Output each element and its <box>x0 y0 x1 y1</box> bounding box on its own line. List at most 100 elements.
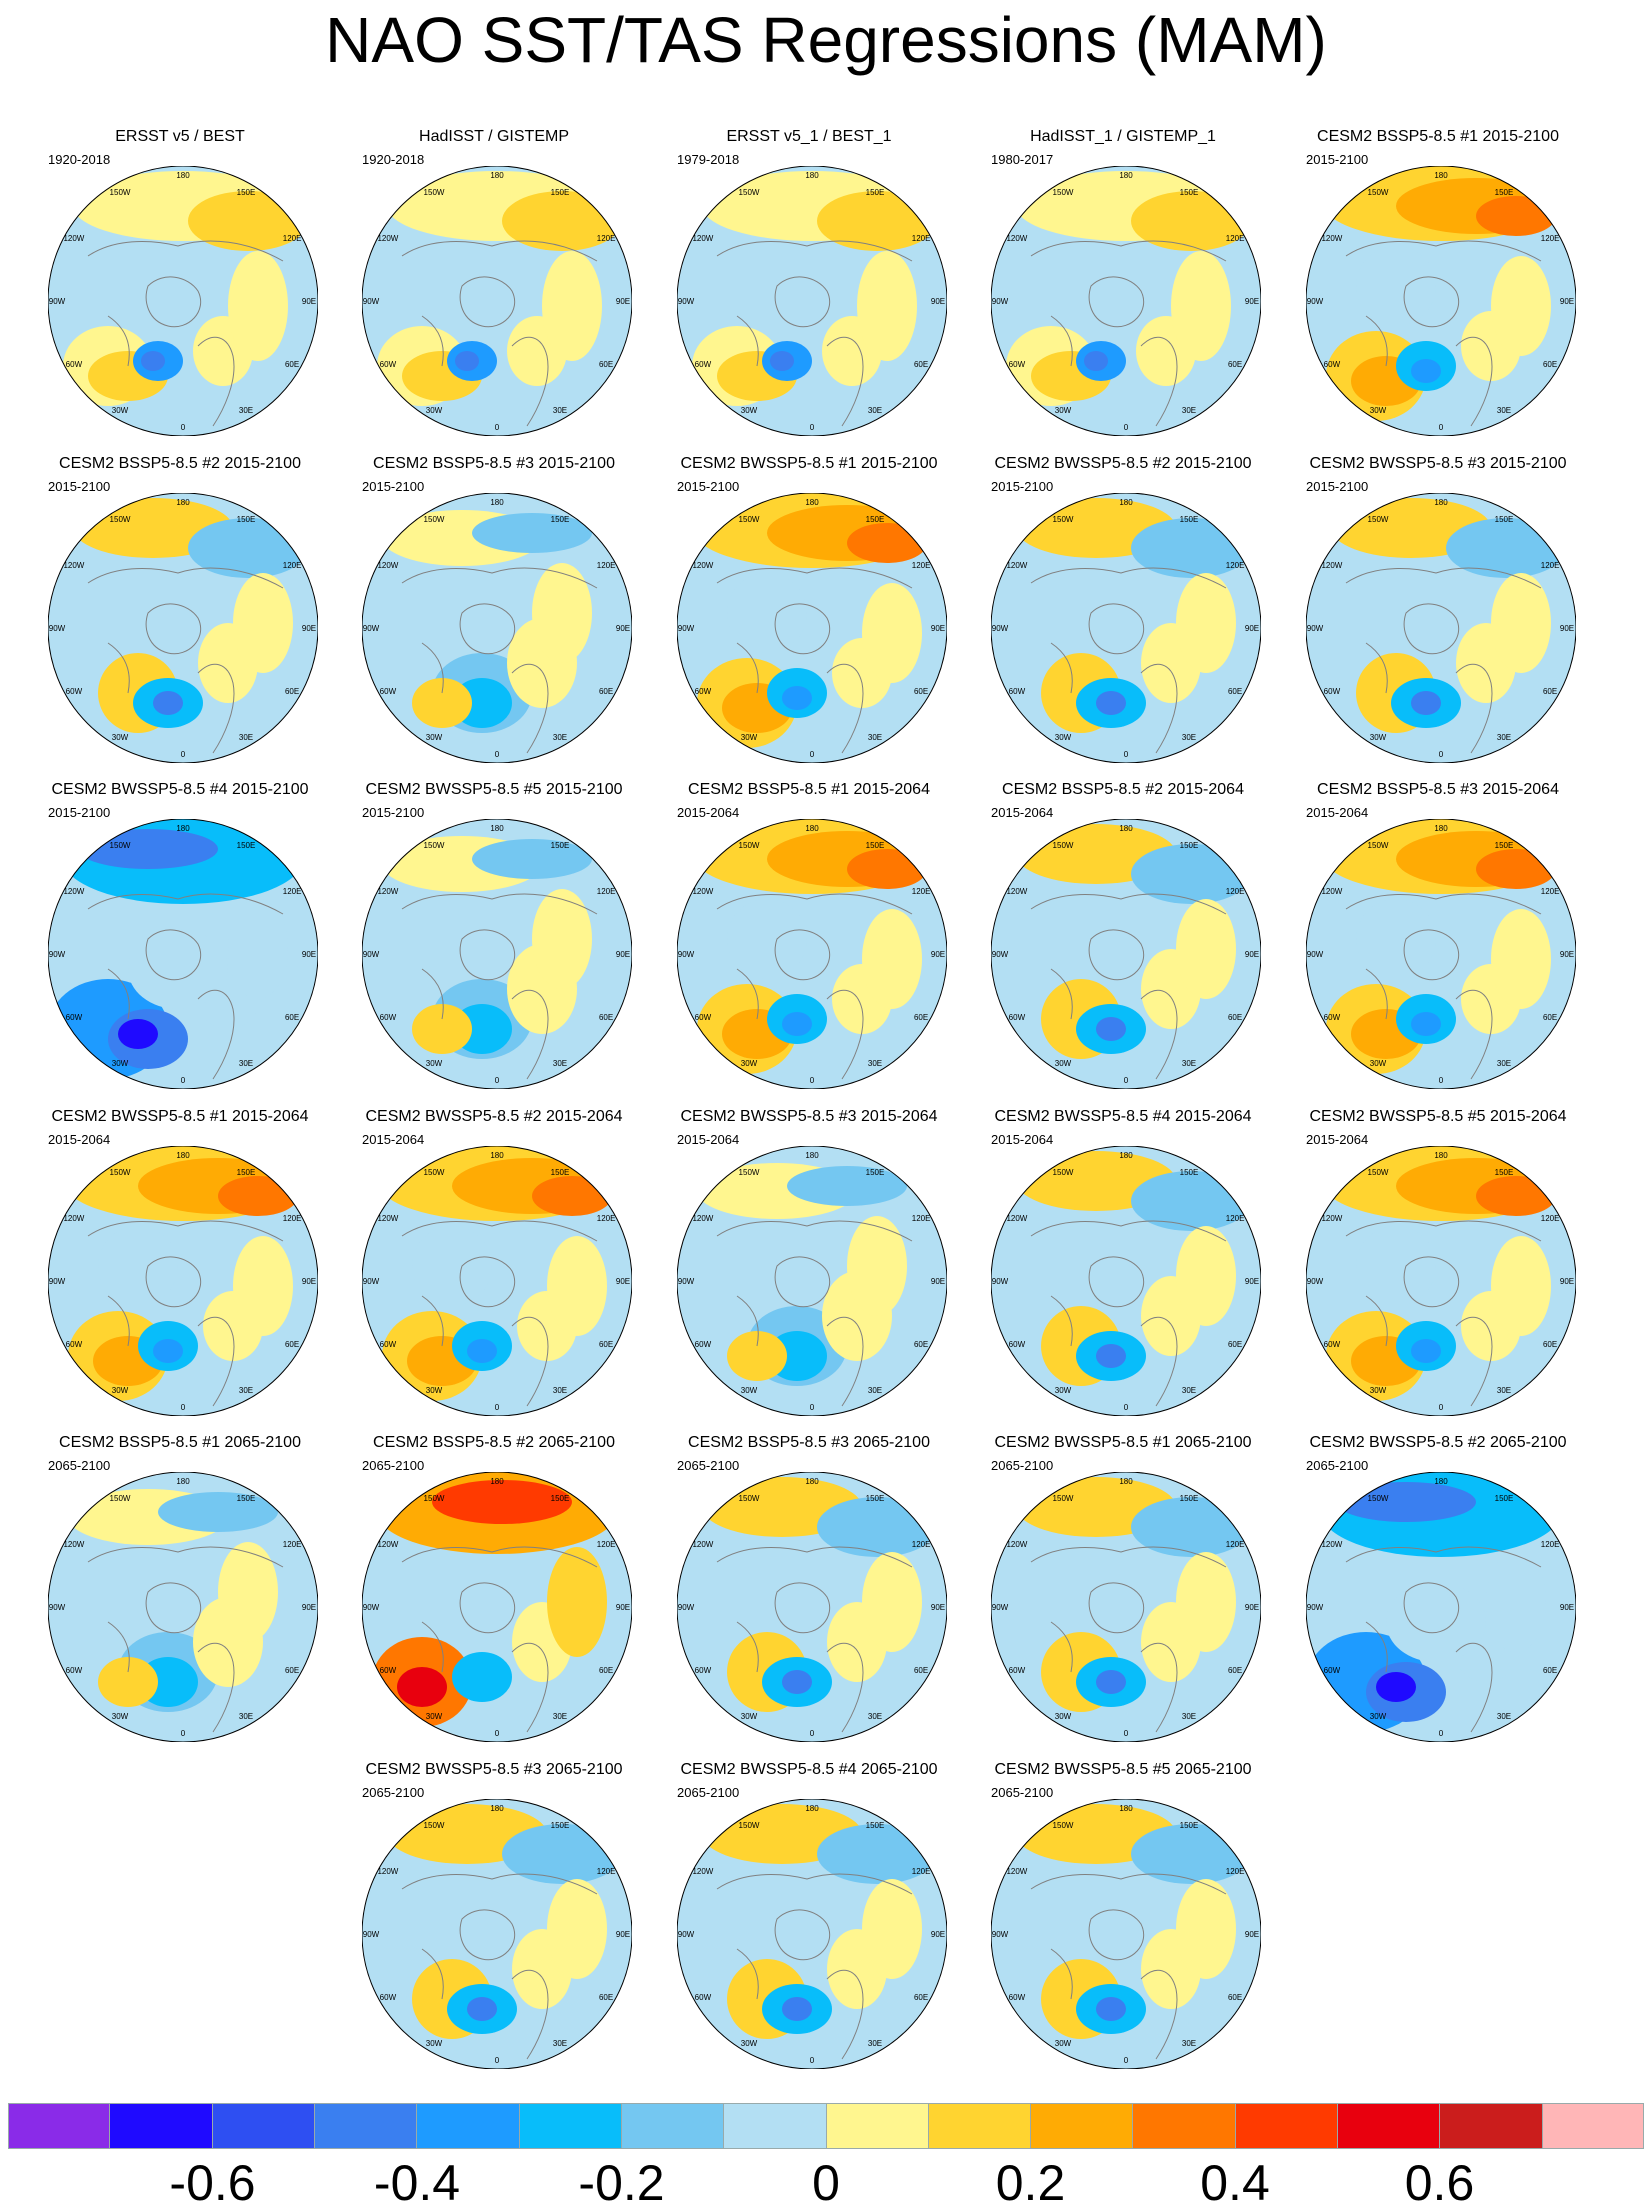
longitude-label: 0 <box>1124 2056 1129 2065</box>
colorbar-box <box>110 2103 213 2149</box>
longitude-label: 120W <box>377 561 398 570</box>
anomaly-contour <box>1096 1997 1126 2021</box>
longitude-label: 150E <box>866 1168 885 1177</box>
anomaly-contour <box>1096 1344 1126 1368</box>
longitude-label: 90E <box>1560 1603 1574 1612</box>
coastline <box>87 240 284 427</box>
anomaly-contour <box>158 1492 278 1532</box>
polar-map: 180 150E 120E 90E 60E 30E 0 30W 60W 90W 120W 150W <box>1306 819 1576 1089</box>
longitude-label: 120E <box>597 1214 616 1223</box>
longitude-label: 150E <box>1495 1494 1514 1503</box>
longitude-label: 90E <box>931 297 945 306</box>
anomaly-contour <box>1176 1552 1236 1652</box>
longitude-label: 150E <box>1495 1168 1514 1177</box>
longitude-label: 120E <box>912 887 931 896</box>
anomaly-contour <box>862 909 922 1009</box>
longitude-label: 150E <box>1180 1168 1199 1177</box>
longitude-label: 90E <box>1560 624 1574 633</box>
panel-period: 2015-2100 <box>362 805 425 820</box>
longitude-label: 150W <box>1368 841 1389 850</box>
field-shading <box>362 1799 632 2069</box>
longitude-label: 150E <box>551 188 570 197</box>
longitude-label: 30W <box>1370 1059 1387 1068</box>
panel-period: 2015-2064 <box>991 1132 1054 1147</box>
coastline <box>1345 1546 1542 1733</box>
longitude-label: 120W <box>63 887 84 896</box>
longitude-label: 90W <box>992 297 1009 306</box>
longitude-label: 120W <box>63 561 84 570</box>
longitude-label: 30E <box>553 1386 567 1395</box>
colorbar-box <box>417 2103 520 2149</box>
longitude-label: 90E <box>1245 950 1259 959</box>
longitude-label: 30E <box>868 406 882 415</box>
longitude-label: 60W <box>380 1340 397 1349</box>
longitude-label: 150E <box>866 188 885 197</box>
longitude-label: 60E <box>285 360 299 369</box>
longitude-label: 0 <box>495 750 500 759</box>
longitude-label: 90E <box>616 297 630 306</box>
panel-title: ERSST v5_1 / BEST_1 <box>726 128 892 145</box>
longitude-label: 30E <box>1182 1712 1196 1721</box>
anomaly-contour <box>817 1824 937 1884</box>
longitude-label: 90E <box>616 1603 630 1612</box>
longitude-label: 120E <box>1226 1214 1245 1223</box>
colorbar-label: 0.2 <box>995 2155 1066 2211</box>
coastline <box>87 893 284 1080</box>
longitude-label: 180 <box>1119 1151 1133 1160</box>
anomaly-contour <box>532 1176 612 1216</box>
longitude-label: 30E <box>1497 1712 1511 1721</box>
panel-period: 2015-2064 <box>1306 805 1369 820</box>
longitude-label: 90E <box>302 297 316 306</box>
map-panel: CESM2 BWSSP5-8.5 #2 2015-2064 2015-2064 18… <box>344 1108 644 1416</box>
longitude-label: 30W <box>741 1712 758 1721</box>
anomaly-contour <box>547 1236 607 1336</box>
panel-title: HadISST / GISTEMP <box>419 128 569 145</box>
anomaly-contour <box>502 1824 622 1884</box>
colorbar-box <box>1235 2103 1339 2149</box>
longitude-label: 30E <box>1182 733 1196 742</box>
longitude-label: 120E <box>912 1867 931 1876</box>
polar-map: 180 150E 120E 90E 60E 30E 0 30W 60W 90W 120W 150W <box>677 493 947 763</box>
coastline <box>716 240 913 427</box>
longitude-label: 120W <box>1006 1867 1027 1876</box>
colorbar-box <box>928 2103 1032 2149</box>
field-shading <box>362 166 632 436</box>
longitude-label: 90W <box>49 1603 66 1612</box>
panel-title: CESM2 BWSSP5-8.5 #5 2015-2064 <box>1309 1108 1567 1125</box>
longitude-label: 150W <box>739 841 760 850</box>
longitude-label: 30E <box>1182 2039 1196 2048</box>
longitude-label: 150W <box>739 1821 760 1830</box>
longitude-label: 120W <box>377 1540 398 1549</box>
panel-period: 2065-2100 <box>48 1458 111 1473</box>
longitude-label: 0 <box>810 423 815 432</box>
longitude-label: 150E <box>1180 188 1199 197</box>
map-panel: HadISST / GISTEMP 1920-2018 180 150E 120E 90E… <box>344 128 644 436</box>
longitude-label: 60W <box>1009 1340 1026 1349</box>
anomaly-contour <box>782 1997 812 2021</box>
anomaly-contour <box>532 563 592 663</box>
longitude-label: 150W <box>739 188 760 197</box>
anomaly-contour <box>228 899 288 999</box>
longitude-label: 90W <box>678 1603 695 1612</box>
longitude-label: 90E <box>616 1930 630 1939</box>
coastline <box>1345 893 1542 1080</box>
longitude-label: 120W <box>377 887 398 896</box>
longitude-label: 180 <box>805 1151 819 1160</box>
field-shading <box>991 1146 1261 1416</box>
longitude-label: 30W <box>741 1059 758 1068</box>
longitude-label: 60E <box>914 687 928 696</box>
panel-period: 2065-2100 <box>362 1785 425 1800</box>
longitude-label: 0 <box>1124 750 1129 759</box>
longitude-label: 150E <box>1495 515 1514 524</box>
longitude-label: 30W <box>112 1712 129 1721</box>
colorbar-box <box>314 2103 418 2149</box>
anomaly-contour <box>862 583 922 683</box>
longitude-label: 90E <box>302 950 316 959</box>
longitude-label: 0 <box>1439 1729 1444 1738</box>
longitude-label: 150W <box>424 841 445 850</box>
longitude-label: 0 <box>495 1403 500 1412</box>
longitude-label: 150W <box>1053 515 1074 524</box>
polar-map: 180 150E 120E 90E 60E 30E 0 30W 60W 90W 120W 150W <box>362 1146 632 1416</box>
polar-map: 180 150E 120E 90E 60E 30E 0 30W 60W 90W 120W 150W <box>677 1799 947 2069</box>
coastline <box>1030 1873 1227 2060</box>
